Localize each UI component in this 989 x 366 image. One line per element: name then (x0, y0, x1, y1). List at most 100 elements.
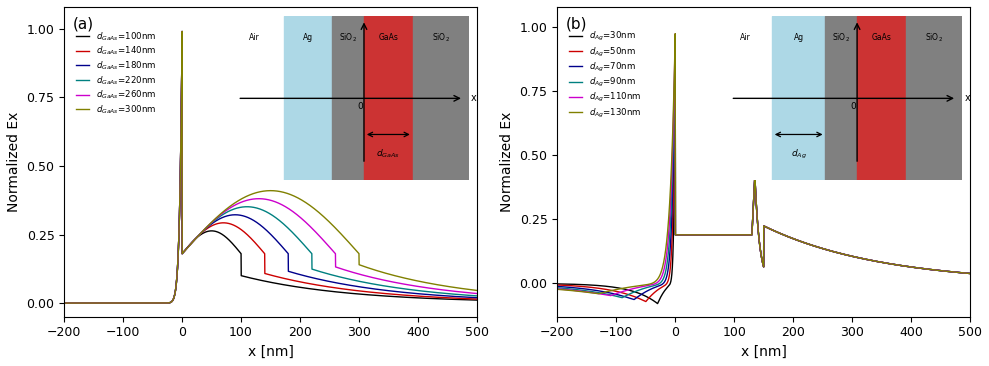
$d_{Ag}$=70nm (626, 297, 638, 301)
$d_{Ag}$=70nm (709, 233, 721, 237)
$d_{Ag}$=110nm (552, 287, 564, 291)
X-axis label: x [nm]: x [nm] (741, 345, 786, 359)
$d_{Ag}$=50nm (891, 263, 903, 267)
$d_{GaAs}$=140nm (326, 285, 338, 290)
$d_{Ag}$=130nm (709, 233, 721, 237)
$d_{Ag}$=50nm (709, 233, 721, 237)
Line: $d_{GaAs}$=220nm: $d_{GaAs}$=220nm (64, 31, 477, 303)
$d_{Ag}$=90nm (820, 247, 832, 252)
$d_{Ag}$=110nm (709, 233, 721, 237)
$d_{GaAs}$=140nm (366, 290, 378, 295)
$d_{GaAs}$=100nm (58, 301, 70, 305)
$d_{GaAs}$=260nm (326, 249, 338, 253)
$d_{Ag}$=30nm (799, 241, 811, 245)
$d_{Ag}$=30nm (820, 247, 832, 252)
$d_{GaAs}$=140nm (58, 301, 70, 305)
$d_{Ag}$=90nm (670, 32, 681, 36)
$d_{Ag}$=70nm (820, 247, 832, 252)
$d_{GaAs}$=140nm (134, 301, 145, 305)
$d_{GaAs}$=260nm (366, 275, 378, 280)
$d_{GaAs}$=300nm (216, 210, 227, 215)
Line: $d_{GaAs}$=100nm: $d_{GaAs}$=100nm (64, 31, 477, 303)
$d_{Ag}$=130nm (964, 271, 976, 276)
$d_{GaAs}$=100nm (134, 301, 145, 305)
$d_{Ag}$=70nm (964, 271, 976, 276)
$d_{GaAs}$=100nm (398, 295, 409, 299)
Line: $d_{Ag}$=90nm: $d_{Ag}$=90nm (558, 34, 970, 298)
Y-axis label: Normalized Ex: Normalized Ex (7, 112, 21, 212)
$d_{Ag}$=130nm (670, 31, 681, 36)
$d_{Ag}$=110nm (670, 32, 681, 36)
$d_{Ag}$=110nm (799, 241, 811, 245)
$d_{GaAs}$=260nm (398, 282, 409, 286)
$d_{GaAs}$=140nm (398, 293, 409, 297)
$d_{GaAs}$=300nm (398, 276, 409, 280)
Line: $d_{GaAs}$=300nm: $d_{GaAs}$=300nm (64, 31, 477, 303)
Line: $d_{Ag}$=50nm: $d_{Ag}$=50nm (558, 36, 970, 302)
$d_{GaAs}$=260nm (176, 29, 188, 34)
$d_{GaAs}$=140nm (471, 297, 483, 301)
$d_{GaAs}$=140nm (216, 221, 227, 225)
$d_{Ag}$=90nm (616, 295, 628, 300)
$d_{Ag}$=130nm (799, 241, 811, 245)
$d_{Ag}$=90nm (709, 233, 721, 237)
$d_{Ag}$=30nm (626, 289, 638, 293)
$d_{GaAs}$=140nm (176, 29, 188, 34)
$d_{GaAs}$=180nm (216, 216, 227, 220)
$d_{Ag}$=130nm (891, 263, 903, 267)
$d_{GaAs}$=260nm (471, 291, 483, 296)
$d_{Ag}$=130nm (859, 257, 871, 261)
$d_{Ag}$=130nm (592, 292, 604, 296)
$d_{Ag}$=50nm (964, 271, 976, 276)
$d_{GaAs}$=300nm (471, 288, 483, 293)
$d_{GaAs}$=220nm (398, 287, 409, 291)
$d_{GaAs}$=300nm (326, 223, 338, 228)
$d_{GaAs}$=180nm (134, 301, 145, 305)
$d_{Ag}$=50nm (820, 247, 832, 252)
Legend: $d_{GaAs}$=100nm, $d_{GaAs}$=140nm, $d_{GaAs}$=180nm, $d_{GaAs}$=220nm, $d_{GaAs: $d_{GaAs}$=100nm, $d_{GaAs}$=140nm, $d_{… (72, 27, 159, 119)
Text: (a): (a) (72, 16, 94, 31)
$d_{GaAs}$=220nm (134, 301, 145, 305)
$d_{Ag}$=130nm (552, 287, 564, 291)
$d_{Ag}$=90nm (626, 291, 638, 295)
Text: (b): (b) (566, 16, 587, 31)
$d_{Ag}$=110nm (604, 294, 616, 298)
$d_{Ag}$=110nm (859, 257, 871, 261)
$d_{GaAs}$=260nm (216, 212, 227, 216)
$d_{GaAs}$=100nm (216, 232, 227, 236)
$d_{GaAs}$=300nm (306, 205, 317, 209)
Line: $d_{GaAs}$=180nm: $d_{GaAs}$=180nm (64, 31, 477, 303)
$d_{GaAs}$=180nm (326, 280, 338, 284)
$d_{GaAs}$=260nm (134, 301, 145, 305)
Line: $d_{Ag}$=30nm: $d_{Ag}$=30nm (558, 38, 970, 303)
$d_{GaAs}$=180nm (58, 301, 70, 305)
$d_{Ag}$=90nm (552, 285, 564, 290)
$d_{GaAs}$=220nm (176, 29, 188, 34)
$d_{Ag}$=130nm (820, 247, 832, 252)
$d_{Ag}$=70nm (670, 33, 681, 37)
$d_{GaAs}$=180nm (176, 29, 188, 34)
$d_{Ag}$=90nm (799, 241, 811, 245)
$d_{GaAs}$=180nm (366, 287, 378, 291)
$d_{Ag}$=30nm (964, 271, 976, 276)
$d_{Ag}$=70nm (859, 257, 871, 261)
Line: $d_{Ag}$=130nm: $d_{Ag}$=130nm (558, 34, 970, 294)
$d_{GaAs}$=100nm (326, 289, 338, 294)
$d_{GaAs}$=100nm (176, 29, 188, 34)
$d_{Ag}$=90nm (859, 257, 871, 261)
$d_{Ag}$=70nm (552, 284, 564, 289)
$d_{Ag}$=90nm (891, 263, 903, 267)
$d_{Ag}$=30nm (552, 282, 564, 286)
$d_{GaAs}$=300nm (366, 267, 378, 271)
Y-axis label: Normalized Ex: Normalized Ex (500, 112, 514, 212)
$d_{Ag}$=70nm (891, 263, 903, 267)
$d_{Ag}$=30nm (670, 36, 681, 40)
X-axis label: x [nm]: x [nm] (247, 345, 294, 359)
$d_{GaAs}$=100nm (471, 298, 483, 302)
$d_{GaAs}$=220nm (326, 273, 338, 277)
$d_{GaAs}$=260nm (306, 226, 317, 230)
$d_{Ag}$=130nm (626, 284, 638, 289)
$d_{Ag}$=30nm (859, 257, 871, 261)
$d_{Ag}$=30nm (891, 263, 903, 267)
$d_{GaAs}$=300nm (134, 301, 145, 305)
